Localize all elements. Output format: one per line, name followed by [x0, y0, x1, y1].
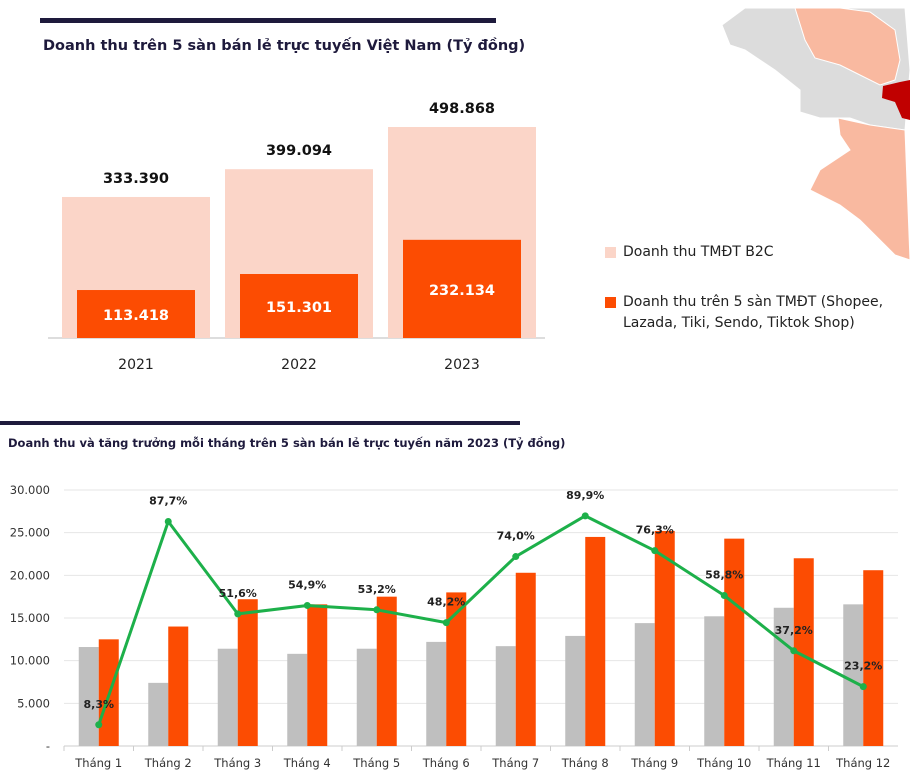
legend-label-platform-line1: Doanh thu trên 5 sàn TMĐT (Shopee,	[623, 294, 884, 310]
x-tick-label: 2023	[444, 357, 480, 373]
growth-label: 58,8%	[705, 568, 743, 581]
growth-label: 48,2%	[427, 596, 465, 609]
x-tick-label: Tháng 1	[74, 756, 122, 770]
y-tick-label: 10.000	[10, 654, 50, 668]
bar-grey	[704, 616, 725, 746]
bar-orange	[515, 572, 536, 746]
growth-line	[97, 514, 864, 726]
bar-platform	[403, 239, 521, 338]
y-tick-label: 20.000	[10, 568, 50, 582]
x-tick-label: 2021	[118, 357, 154, 373]
middle-rule	[0, 421, 520, 425]
bar-platform	[77, 290, 195, 338]
growth-point	[303, 601, 311, 609]
legend-label-platform-line2: Lazada, Tiki, Sendo, Tiktok Shop)	[623, 315, 855, 331]
bar-orange	[376, 596, 397, 746]
x-tick-label: Tháng 5	[352, 756, 400, 770]
x-tick-label: Tháng 10	[696, 756, 751, 770]
label-platform: 113.418	[103, 308, 169, 324]
bar-grey	[773, 607, 794, 746]
label-b2c: 333.390	[103, 171, 169, 187]
growth-label: 8,3%	[83, 698, 114, 711]
growth-label: 87,7%	[149, 494, 187, 507]
bar-grey	[634, 623, 655, 746]
bar-grey	[426, 641, 447, 746]
bar-grey	[217, 648, 238, 746]
bar-orange	[863, 570, 884, 746]
legend-item-b2c: Doanh thu TMĐT B2C	[605, 242, 774, 263]
chart1-title: Doanh thu trên 5 sàn bán lẻ trực tuyến V…	[43, 38, 526, 54]
bar-orange	[237, 599, 258, 746]
bar-orange	[724, 538, 745, 746]
bar-orange	[307, 604, 328, 746]
growth-point	[95, 721, 103, 729]
bar-platform	[240, 274, 358, 338]
growth-label: 23,2%	[844, 660, 882, 673]
x-tick-label: Tháng 8	[561, 756, 609, 770]
growth-label: 76,3%	[636, 524, 674, 537]
bar-grey	[287, 653, 308, 746]
growth-point	[581, 512, 589, 520]
y-tick-label: 15.000	[10, 611, 50, 625]
growth-point	[651, 547, 659, 555]
legend-swatch-b2c	[605, 247, 616, 258]
map-region-salmon-north	[794, 7, 901, 86]
growth-point	[234, 610, 242, 618]
label-b2c: 498.868	[429, 101, 495, 117]
bar-grey	[495, 646, 516, 746]
label-platform: 151.301	[266, 300, 332, 316]
growth-label: 51,6%	[219, 587, 257, 600]
x-tick-label: 2022	[281, 357, 317, 373]
growth-point	[720, 591, 728, 599]
y-tick-label: 5.000	[17, 696, 50, 710]
y-tick-label: -	[46, 739, 50, 753]
growth-point	[442, 619, 450, 627]
top-rule	[40, 18, 496, 23]
legend-swatch-platform	[605, 297, 616, 308]
growth-point	[164, 517, 172, 525]
x-tick-label: Tháng 4	[283, 756, 331, 770]
growth-label: 37,2%	[775, 624, 813, 637]
bar-orange	[585, 536, 606, 746]
bar-orange	[654, 530, 675, 746]
bar-grey	[843, 604, 864, 746]
growth-label: 53,2%	[358, 583, 396, 596]
map-region-salmon-south	[809, 117, 911, 261]
x-tick-label: Tháng 12	[835, 756, 890, 770]
legend-item-platform: Doanh thu trên 5 sàn TMĐT (Shopee, Lazada…	[605, 292, 883, 334]
growth-label: 74,0%	[497, 530, 535, 543]
bar-grey	[356, 648, 377, 746]
bar-grey	[148, 682, 169, 746]
y-tick-label: 25.000	[10, 526, 50, 540]
growth-point	[859, 683, 867, 691]
x-tick-label: Tháng 3	[213, 756, 261, 770]
y-tick-label: 30.000	[10, 483, 50, 497]
growth-point	[373, 606, 381, 614]
x-tick-label: Tháng 2	[144, 756, 192, 770]
bar-grey	[78, 647, 99, 746]
label-b2c: 399.094	[266, 143, 332, 159]
growth-label: 89,9%	[566, 489, 604, 502]
legend-label-b2c: Doanh thu TMĐT B2C	[623, 244, 774, 260]
growth-point	[512, 553, 520, 561]
chart2-title: Doanh thu và tăng trưởng mỗi tháng trên …	[8, 436, 566, 450]
map-region-dark	[882, 80, 910, 120]
growth-point	[790, 647, 798, 655]
x-tick-label: Tháng 9	[630, 756, 678, 770]
label-platform: 232.134	[429, 283, 495, 299]
bar-orange	[168, 626, 189, 746]
bar-orange	[793, 558, 814, 746]
bar-grey	[565, 635, 586, 746]
x-tick-label: Tháng 7	[491, 756, 539, 770]
bar-orange	[446, 592, 467, 746]
growth-label: 54,9%	[288, 578, 326, 591]
x-tick-label: Tháng 11	[766, 756, 821, 770]
x-tick-label: Tháng 6	[422, 756, 470, 770]
